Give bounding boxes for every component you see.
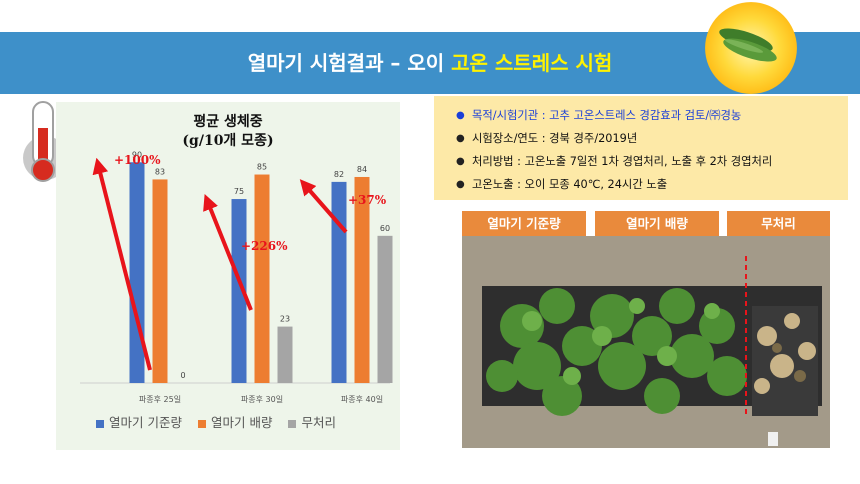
bar-value-label: 83 — [155, 167, 165, 176]
info-item-location: 시험장소/연도 : 경북 경주/2019년 — [456, 127, 848, 150]
fresh-weight-chart: 평균 생체중 (g/10개 모종) 90 83 0 75 85 23 82 84 60 파종후 … — [80, 113, 393, 404]
photo-tag-double: 열마기 배량 — [595, 211, 719, 236]
x-tick-label: 파종후 25일 — [139, 395, 181, 404]
bar-열마기 배량 — [254, 174, 270, 383]
banner-title-main: 열마기 시험결과 – 오이 — [247, 51, 452, 75]
x-tick-label: 파종후 30일 — [241, 395, 283, 404]
chart-title-line2: (g/10개 모종) — [182, 133, 273, 149]
cucumber-icon — [719, 28, 777, 62]
bar-열마기 기준량 — [129, 162, 145, 383]
bar-열마기 배량 — [152, 179, 168, 383]
bar-value-label: 23 — [280, 315, 290, 324]
legend-label: 열마기 기준량 — [109, 415, 182, 430]
info-item-method: 처리방법 : 고온노출 7일전 1차 경엽처리, 노출 후 2차 경엽처리 — [456, 150, 848, 173]
chart-legend: 열마기 기준량 열마기 배량 무처리 — [96, 412, 348, 431]
bar-value-label: 0 — [180, 371, 185, 380]
bar-value-label: 84 — [357, 165, 367, 174]
bar-value-label: 85 — [257, 163, 267, 172]
cucumber-seedling-photo — [462, 236, 830, 448]
legend-label: 무처리 — [301, 415, 336, 430]
increase-label: +37% — [348, 193, 387, 207]
test-info-list: 목적/시험기관 : 고추 고온스트레스 경감효과 검토/㈜경농 시험장소/연도 … — [434, 96, 848, 196]
bar-value-label: 82 — [334, 170, 344, 179]
legend-item: 열마기 기준량 — [96, 412, 182, 431]
info-item-purpose: 목적/시험기관 : 고추 고온스트레스 경감효과 검토/㈜경농 — [456, 104, 848, 127]
legend-label: 열마기 배량 — [210, 415, 273, 430]
banner-title: 열마기 시험결과 – 오이 고온 스트레스 시험 — [0, 32, 860, 94]
increase-label: +226% — [241, 239, 288, 253]
bar-value-label: 60 — [380, 224, 390, 233]
increase-arrow — [299, 179, 348, 234]
legend-item: 열마기 배량 — [197, 412, 273, 431]
photo-tag-standard: 열마기 기준량 — [462, 211, 586, 236]
banner-title-highlight: 고온 스트레스 시험 — [451, 51, 613, 75]
chart-title-line1: 평균 생체중 — [193, 113, 262, 130]
legend-item: 무처리 — [288, 412, 336, 431]
info-item-exposure: 고온노출 : 오이 모종 40℃, 24시간 노출 — [456, 173, 848, 196]
increase-label: +100% — [114, 153, 161, 167]
bar-value-label: 75 — [234, 187, 244, 196]
test-info-box: 목적/시험기관 : 고추 고온스트레스 경감효과 검토/㈜경농 시험장소/연도 … — [434, 96, 848, 200]
bar-value-label: 90 — [132, 150, 142, 159]
increase-arrow — [203, 194, 253, 311]
increase-arrow — [92, 157, 152, 371]
bar-열마기 기준량 — [231, 199, 247, 383]
legend-swatch — [197, 419, 206, 428]
legend-swatch — [96, 419, 104, 428]
bar-무처리 — [377, 235, 393, 383]
seedling-illustration — [462, 236, 830, 448]
legend-swatch — [288, 419, 297, 428]
x-tick-label: 파종후 40일 — [341, 395, 383, 404]
bar-열마기 기준량 — [331, 181, 347, 383]
bar-열마기 배량 — [354, 176, 370, 383]
photo-tag-untreated: 무처리 — [727, 211, 830, 236]
bar-무처리 — [277, 326, 293, 383]
